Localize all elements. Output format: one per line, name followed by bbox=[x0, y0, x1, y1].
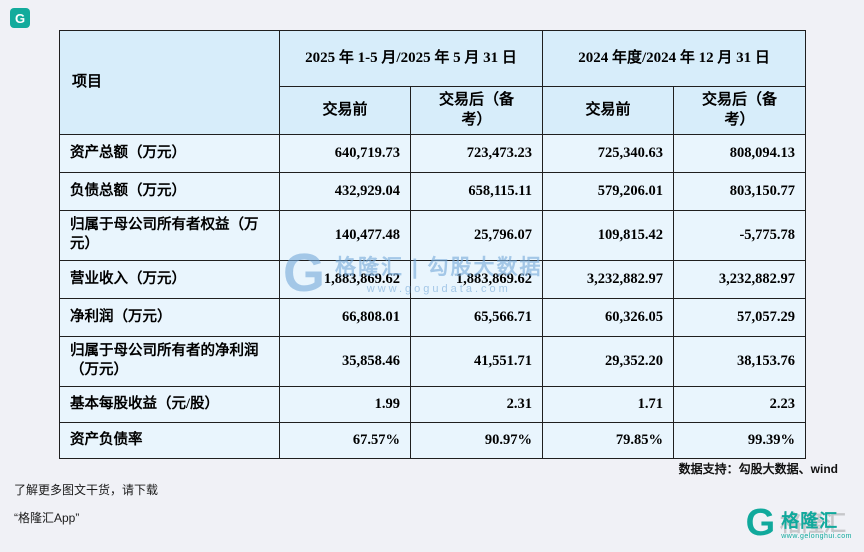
table-cell: 725,340.63 bbox=[542, 133, 675, 173]
col-group-2024: 2024 年度/2024 年 12 月 31 日 bbox=[542, 30, 807, 87]
promo-text: 了解更多图文干货，请下载 “格隆汇App” bbox=[14, 483, 158, 526]
table-row-revenue: 营业收入（万元） 1,883,869.62 1,883,869.62 3,232… bbox=[59, 259, 807, 299]
data-support-note: 数据支持：勾股大数据、wind bbox=[678, 462, 838, 476]
row-label: 资产负债率 bbox=[59, 421, 280, 459]
table-cell: 99.39% bbox=[673, 421, 807, 459]
table-cell: 579,206.01 bbox=[542, 171, 675, 211]
table-cell: 140,477.48 bbox=[279, 209, 411, 261]
financial-table: 项目 2025 年 1-5 月/2025 年 5 月 31 日 2024 年度/… bbox=[59, 30, 807, 459]
table-cell: 60,326.05 bbox=[542, 297, 675, 337]
table-row-net-profit: 净利润（万元） 66,808.01 65,566.71 60,326.05 57… bbox=[59, 297, 807, 337]
table-cell: 1.99 bbox=[279, 385, 411, 423]
brand-ghost-watermark: 格隆汇 bbox=[779, 511, 846, 536]
gelonghui-logo: G 格隆汇 www.gelonghui.com bbox=[746, 504, 852, 542]
table-row-eps: 基本每股收益（元/股） 1.99 2.31 1.71 2.23 bbox=[59, 385, 807, 423]
row-label: 归属于母公司所有者权益（万元） bbox=[59, 209, 280, 261]
col-header-post-2025: 交易后（备考） bbox=[409, 86, 544, 135]
col-header-pre-2025: 交易前 bbox=[279, 86, 411, 135]
row-label: 基本每股收益（元/股） bbox=[59, 385, 280, 423]
table-cell: 65,566.71 bbox=[409, 297, 544, 337]
col-header-post-2024-label: 交易后（备考） bbox=[702, 92, 778, 129]
brand-url: www.gelonghui.com bbox=[781, 532, 852, 540]
table-cell: 79.85% bbox=[542, 421, 675, 459]
table-row-total-assets: 资产总额（万元） 640,719.73 723,473.23 725,340.6… bbox=[59, 133, 807, 173]
table-cell: 29,352.20 bbox=[542, 335, 675, 387]
table-cell: 658,115.11 bbox=[409, 171, 544, 211]
table-row-debt-ratio: 资产负债率 67.57% 90.97% 79.85% 99.39% bbox=[59, 421, 807, 459]
mini-logo-letter: G bbox=[14, 10, 26, 26]
table-cell: 109,815.42 bbox=[542, 209, 675, 261]
table-cell: 640,719.73 bbox=[279, 133, 411, 173]
col-header-pre-2025-label: 交易前 bbox=[322, 102, 368, 119]
table-row-total-liabilities: 负债总额（万元） 432,929.04 658,115.11 579,206.0… bbox=[59, 171, 807, 211]
gelonghui-mini-logo-icon: G bbox=[10, 8, 30, 28]
promo-line2: “格隆汇App” bbox=[14, 511, 80, 526]
table-cell: 38,153.76 bbox=[673, 335, 807, 387]
table-cell: 90.97% bbox=[409, 421, 544, 459]
table-cell: 25,796.07 bbox=[409, 209, 544, 261]
promo-line1: 了解更多图文干货，请下载 bbox=[14, 483, 159, 497]
row-label: 资产总额（万元） bbox=[59, 133, 280, 173]
brand-name: 格隆汇 bbox=[781, 510, 839, 531]
row-label: 营业收入（万元） bbox=[59, 259, 280, 299]
table-cell: 1.71 bbox=[542, 385, 675, 423]
col-header-pre-2024-label: 交易前 bbox=[585, 102, 631, 119]
table-cell: 723,473.23 bbox=[409, 133, 544, 173]
col-header-post-2024: 交易后（备考） bbox=[673, 86, 807, 135]
table-cell: 432,929.04 bbox=[279, 171, 411, 211]
header-row-subcolumns: 交易前 交易后（备考） 交易前 交易后（备考） bbox=[60, 86, 807, 135]
header-row-groups: 项目 2025 年 1-5 月/2025 年 5 月 31 日 2024 年度/… bbox=[59, 30, 807, 135]
col-header-pre-2024: 交易前 bbox=[542, 86, 675, 135]
table-row-parent-net-profit: 归属于母公司所有者的净利润（万元） 35,858.46 41,551.71 29… bbox=[59, 335, 807, 387]
table-cell: -5,775.78 bbox=[673, 209, 807, 261]
row-label: 净利润（万元） bbox=[59, 297, 280, 337]
col-header-post-2025-label: 交易后（备考） bbox=[438, 92, 514, 129]
table-cell: 808,094.13 bbox=[673, 133, 807, 173]
table-cell: 67.57% bbox=[279, 421, 411, 459]
row-label: 负债总额（万元） bbox=[59, 171, 280, 211]
table-cell: 35,858.46 bbox=[279, 335, 411, 387]
table-cell: 803,150.77 bbox=[673, 171, 807, 211]
gelonghui-g-icon: G bbox=[745, 502, 776, 544]
table-cell: 3,232,882.97 bbox=[542, 259, 675, 299]
table-row-parent-equity: 归属于母公司所有者权益（万元） 140,477.48 25,796.07 109… bbox=[59, 209, 807, 261]
table-cell: 57,057.29 bbox=[673, 297, 807, 337]
col-header-item: 项目 bbox=[59, 30, 280, 135]
table-cell: 41,551.71 bbox=[409, 335, 544, 387]
col-group-2025: 2025 年 1-5 月/2025 年 5 月 31 日 bbox=[278, 30, 544, 87]
table-cell: 2.31 bbox=[409, 385, 544, 423]
table-cell: 3,232,882.97 bbox=[673, 259, 807, 299]
table-cell: 1,883,869.62 bbox=[279, 259, 411, 299]
table-cell: 1,883,869.62 bbox=[409, 259, 544, 299]
table-cell: 2.23 bbox=[673, 385, 807, 423]
row-label: 归属于母公司所有者的净利润（万元） bbox=[59, 335, 280, 387]
table-cell: 66,808.01 bbox=[279, 297, 411, 337]
